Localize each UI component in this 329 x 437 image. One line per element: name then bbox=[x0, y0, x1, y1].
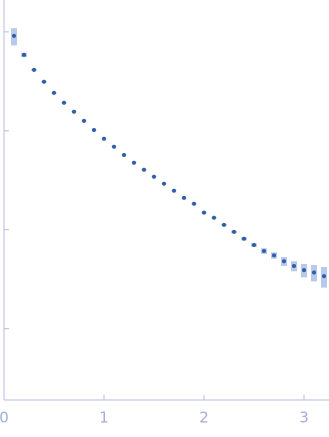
point bbox=[302, 268, 306, 273]
point bbox=[62, 100, 66, 105]
point bbox=[102, 136, 106, 141]
point bbox=[162, 181, 166, 186]
point bbox=[52, 90, 56, 95]
point bbox=[82, 118, 86, 123]
point bbox=[262, 248, 266, 253]
point bbox=[242, 236, 246, 241]
point bbox=[92, 127, 96, 132]
point bbox=[72, 109, 76, 114]
point bbox=[182, 195, 186, 200]
point bbox=[292, 263, 296, 268]
point bbox=[212, 215, 216, 220]
point bbox=[12, 33, 16, 38]
point bbox=[272, 253, 276, 258]
point bbox=[322, 274, 326, 279]
point bbox=[42, 79, 46, 84]
x-tick-label: 1 bbox=[99, 409, 109, 427]
point bbox=[22, 52, 26, 57]
point bbox=[112, 144, 116, 149]
point bbox=[32, 67, 36, 72]
point bbox=[152, 174, 156, 179]
point bbox=[132, 160, 136, 165]
point bbox=[312, 270, 316, 275]
x-tick-label: 3 bbox=[299, 409, 309, 427]
point bbox=[202, 210, 206, 215]
point bbox=[192, 201, 196, 206]
x-tick-label: 2 bbox=[199, 409, 209, 427]
point bbox=[222, 222, 226, 227]
point bbox=[172, 188, 176, 193]
point bbox=[282, 259, 286, 264]
point bbox=[232, 229, 236, 234]
point bbox=[142, 167, 146, 172]
x-tick-label: 0 bbox=[0, 409, 9, 427]
point bbox=[252, 243, 256, 248]
point bbox=[122, 152, 126, 157]
